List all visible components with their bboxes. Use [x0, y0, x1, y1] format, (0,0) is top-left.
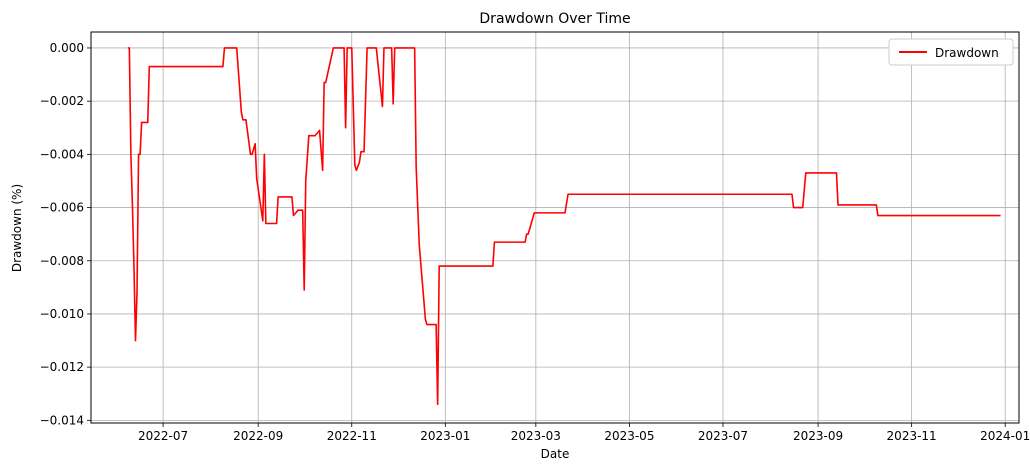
x-tick-label: 2023-11 — [887, 429, 937, 443]
legend-box — [888, 38, 1014, 66]
legend: Drawdown — [888, 38, 1014, 66]
plot-area-background — [91, 32, 1019, 423]
grid-layer — [91, 32, 1019, 423]
x-axis-label: Date — [541, 447, 570, 461]
x-tick-label: 2023-07 — [698, 429, 748, 443]
legend-label-drawdown: Drawdown — [935, 46, 999, 60]
x-tick-label: 2023-03 — [511, 429, 561, 443]
x-tick-label: 2024-01 — [980, 429, 1030, 443]
y-tick-label: −0.012 — [40, 360, 84, 374]
y-axis-label: Drawdown (%) — [10, 184, 24, 272]
y-tick-label: −0.014 — [40, 413, 84, 427]
plot-frame — [90, 31, 1020, 424]
x-tick-label: 2023-05 — [604, 429, 654, 443]
y-tick-label: −0.002 — [40, 94, 84, 108]
y-tick-label: −0.006 — [40, 201, 84, 215]
y-tick-label: −0.008 — [40, 254, 84, 268]
series-layer — [127, 47, 1001, 406]
x-tick-label: 2022-09 — [233, 429, 283, 443]
x-tick-label: 2023-01 — [420, 429, 470, 443]
y-tick-label: 0.000 — [50, 41, 84, 55]
x-tick-label: 2022-11 — [327, 429, 377, 443]
x-tick-label: 2022-07 — [138, 429, 188, 443]
series-line-drawdown — [127, 47, 1001, 406]
axes-layer: 2022-07 2022-09 2022-11 2023-01 2023-03 2023-… — [40, 41, 1030, 443]
y-tick-label: −0.010 — [40, 307, 84, 321]
y-tick-label: −0.004 — [40, 147, 84, 161]
chart-title: Drawdown Over Time — [479, 11, 630, 27]
x-tick-label: 2023-09 — [793, 429, 843, 443]
